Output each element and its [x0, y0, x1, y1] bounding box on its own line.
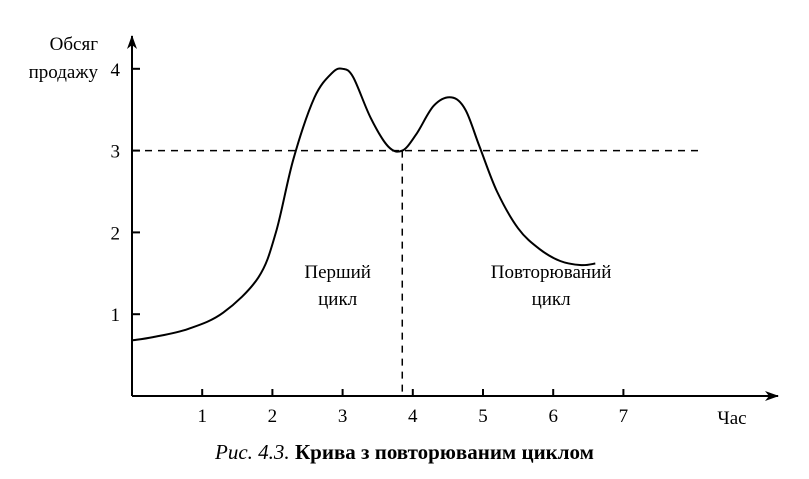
- x-axis-label: Час: [717, 408, 746, 429]
- annotations: Перший цикл Повторюваний цикл: [304, 262, 611, 310]
- caption-title: Крива з повторюваним циклом: [294, 440, 594, 464]
- y-axis-label-line1: Обсяг: [50, 34, 99, 55]
- x-tick-label: 4: [408, 406, 418, 427]
- y-tick-label: 2: [111, 223, 121, 244]
- x-tick-label: 5: [478, 406, 488, 427]
- caption-prefix: Рис. 4.3.: [215, 440, 290, 464]
- annotation-first-cycle: Перший цикл: [304, 262, 371, 310]
- annotation-line: цикл: [532, 289, 572, 310]
- y-axis-label-line2: продажу: [29, 62, 99, 83]
- sales-curve: [131, 67, 596, 342]
- x-tick-label: 6: [548, 406, 558, 427]
- plot-area: [131, 67, 701, 396]
- figure-caption: Рис. 4.3. Крива з повторюваним циклом: [0, 440, 809, 465]
- annotation-line: Перший: [304, 262, 371, 283]
- x-tick-label: 1: [197, 406, 207, 427]
- annotation-line: Повторюваний: [491, 262, 612, 283]
- annotation-repeat-cycle: Повторюваний цикл: [491, 262, 612, 310]
- y-tick-label: 1: [111, 305, 121, 326]
- x-tick-label: 3: [338, 406, 348, 427]
- chart: Обсяг продажу Час 1 2 3 4 5 6 7 1 2 3 4 Перший цикл…: [29, 34, 779, 429]
- annotation-line: цикл: [318, 289, 358, 310]
- x-tick-label: 2: [268, 406, 278, 427]
- y-tick-label: 3: [111, 142, 121, 163]
- y-tick-label: 4: [111, 60, 121, 81]
- x-tick-label: 7: [619, 406, 629, 427]
- axis-ticks: 1 2 3 4 5 6 7 1 2 3 4: [111, 60, 629, 427]
